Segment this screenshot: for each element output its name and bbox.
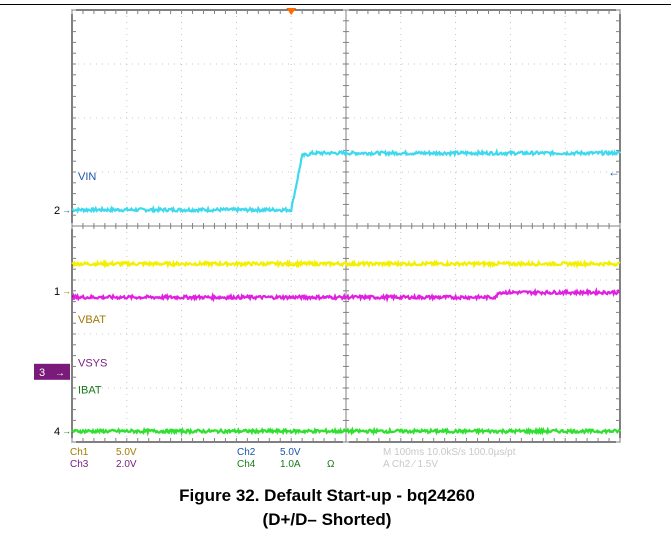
scope-grid <box>71 8 621 443</box>
ground-marker-ch1: 1 <box>54 286 60 298</box>
trace-ibat <box>71 426 621 437</box>
readout-ch1-scale: 5.0V <box>116 447 137 458</box>
ref-arrow-right: ← <box>608 165 620 179</box>
ground-arrow-ch2: → <box>62 205 71 215</box>
ground-marker-ch3: 3 <box>39 367 45 379</box>
readout-ch4-scale: 1.0A <box>280 459 301 470</box>
scope-readout: Ch1 5.0V Ch3 2.0V Ch2 5.0V Ch4 1.0A Ω M 100ms 10.… <box>70 447 516 470</box>
trace-label-vsys: VSYS <box>78 357 107 369</box>
ground-marker-box-ch3 <box>34 363 52 380</box>
readout-ch1-label: Ch1 <box>70 447 89 458</box>
trace-vin <box>71 148 621 214</box>
ground-arrow-ch1: → <box>62 286 71 296</box>
figure-caption-title: Figure 32. Default Start-up - bq24260 <box>179 486 475 505</box>
readout-trigger: A Ch2 ⁄ 1.5V <box>383 459 438 470</box>
readout-timebase: M 100ms 10.0kS/s 100.0µs/pt <box>383 447 516 458</box>
readout-ch4-label: Ch4 <box>237 459 256 470</box>
readout-ch3-scale: 2.0V <box>116 459 137 470</box>
ground-arrow-ch4: → <box>62 426 71 436</box>
ground-marker-ch4: 4 <box>54 426 60 438</box>
readout-ch3-label: Ch3 <box>70 459 89 470</box>
trace-label-vbat: VBAT <box>78 314 106 326</box>
trace-vsys <box>71 287 621 303</box>
top-rule <box>0 4 671 5</box>
ground-marker-ch2: 2 <box>54 205 60 217</box>
ground-arrow-box-ch3 <box>52 363 70 380</box>
readout-ch2-label: Ch2 <box>237 447 256 458</box>
readout-ch2-scale: 5.0V <box>280 447 301 458</box>
scope-traces <box>71 148 621 437</box>
readout-ch4-unit: Ω <box>327 459 335 470</box>
trace-label-ibat: IBAT <box>78 384 102 396</box>
ground-arrow-ch3-fg: → <box>55 368 65 379</box>
trace-vbat <box>71 258 621 269</box>
trigger-position-marker <box>286 8 297 15</box>
trace-label-vin: VIN <box>78 171 96 183</box>
figure-caption-subtitle: (D+/D– Shorted) <box>262 510 392 529</box>
